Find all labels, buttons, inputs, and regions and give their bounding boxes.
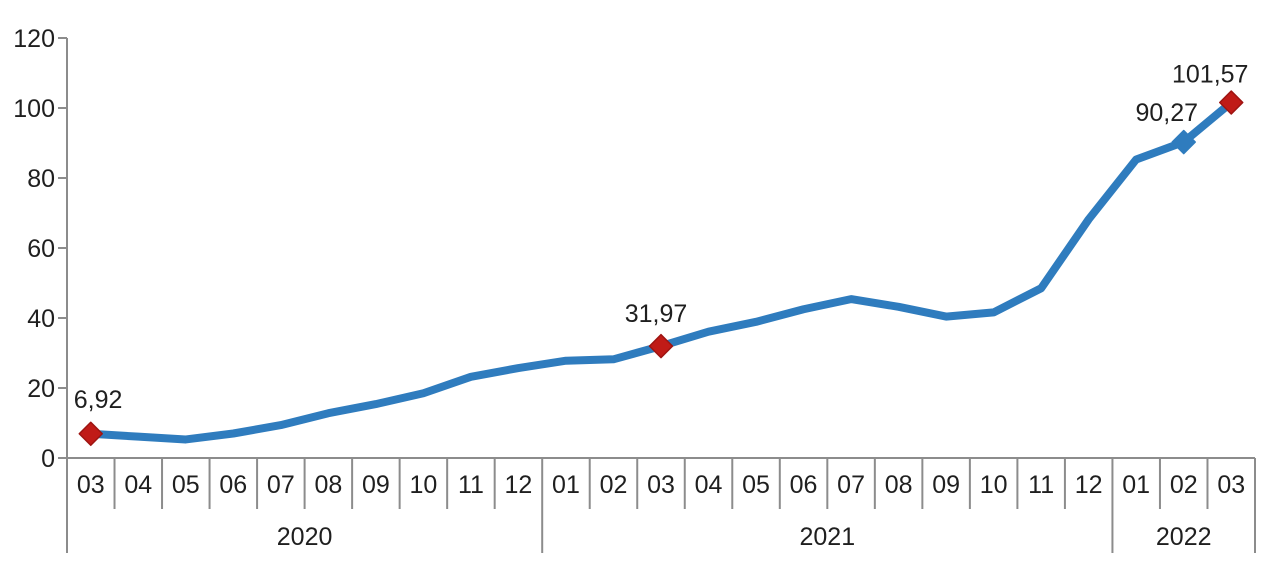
- month-label: 02: [600, 471, 628, 499]
- month-label: 09: [932, 471, 960, 499]
- month-label: 10: [980, 471, 1008, 499]
- month-label: 04: [695, 471, 723, 499]
- data-marker-red: [1218, 90, 1244, 115]
- y-axis-tick-label: 60: [27, 235, 55, 263]
- y-axis-tick-label: 100: [13, 95, 55, 123]
- month-label: 09: [362, 471, 390, 499]
- y-axis-tick-label: 0: [41, 445, 55, 473]
- y-axis-tick-label: 120: [13, 25, 55, 53]
- y-axis-tick-label: 40: [27, 305, 55, 333]
- month-label: 11: [458, 471, 484, 499]
- year-label: 2021: [800, 523, 856, 551]
- month-label: 06: [790, 471, 818, 499]
- month-label: 05: [172, 471, 200, 499]
- month-label: 08: [885, 471, 913, 499]
- data-marker-red: [78, 421, 104, 447]
- data-point-label: 6,92: [74, 386, 123, 414]
- month-label: 01: [552, 471, 580, 499]
- month-label: 03: [647, 471, 675, 499]
- month-label: 03: [77, 471, 105, 499]
- y-axis-tick-label: 20: [27, 375, 55, 403]
- data-point-label: 90,27: [1135, 99, 1198, 127]
- month-label: 07: [837, 471, 865, 499]
- month-label: 05: [742, 471, 770, 499]
- data-point-label: 31,97: [625, 300, 688, 328]
- data-marker-blue: [1171, 129, 1196, 155]
- month-label: 02: [1170, 471, 1198, 499]
- year-label: 2020: [277, 523, 333, 551]
- data-marker-red: [648, 333, 674, 359]
- data-line: [86, 98, 1236, 444]
- month-label: 12: [505, 471, 533, 499]
- month-label: 07: [267, 471, 295, 499]
- month-label: 10: [409, 471, 437, 499]
- month-label: 01: [1122, 471, 1150, 499]
- data-point-label: 101,57: [1172, 61, 1248, 89]
- year-label: 2022: [1156, 523, 1212, 551]
- month-label: 11: [1028, 471, 1054, 499]
- month-label: 08: [314, 471, 342, 499]
- month-label: 06: [219, 471, 247, 499]
- month-label: 12: [1075, 471, 1103, 499]
- month-label: 04: [124, 471, 152, 499]
- y-axis-tick-label: 80: [27, 165, 55, 193]
- month-label: 03: [1217, 471, 1245, 499]
